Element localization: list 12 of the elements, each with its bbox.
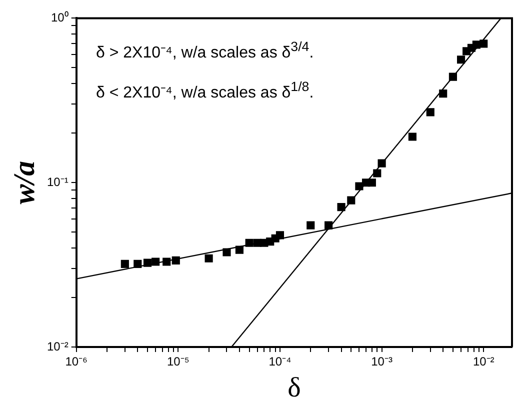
annotation: δ > 2X10⁻⁴, w/a scales as δ$^{3/4}$. bbox=[96, 38, 314, 64]
y-tick-label: 10⁻² bbox=[47, 339, 68, 354]
y-tick-label: 10⁰ bbox=[50, 10, 68, 25]
x-tick-label: 10⁻⁵ bbox=[167, 354, 190, 369]
x-tick-label: 10⁻⁶ bbox=[65, 354, 88, 369]
x-tick-label: 10⁻³ bbox=[371, 354, 392, 369]
y-tick-label: 10⁻¹ bbox=[47, 174, 68, 189]
y-axis-title: w/a bbox=[8, 160, 41, 204]
annotation: δ < 2X10⁻⁴, w/a scales as δ$^{1/8}$. bbox=[96, 78, 314, 104]
x-tick-label: 10⁻² bbox=[472, 354, 494, 369]
x-axis-title: δ bbox=[288, 372, 301, 404]
x-tick-label: 10⁻⁴ bbox=[268, 354, 292, 369]
